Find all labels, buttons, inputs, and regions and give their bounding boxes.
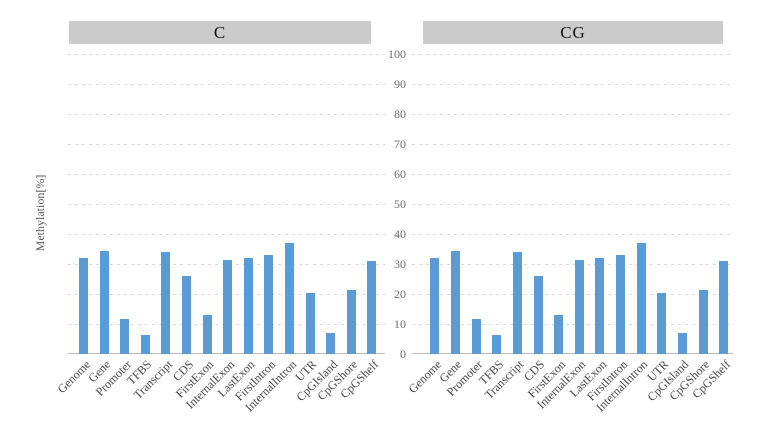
bar-c-tfbs xyxy=(140,335,150,354)
gridline-100 xyxy=(412,54,733,55)
plot-area-cg xyxy=(412,54,733,354)
y-tick-50: 50 xyxy=(394,197,406,211)
gridline-20 xyxy=(412,294,733,295)
bar-c-firstexon xyxy=(202,315,212,354)
panel-header-c: C xyxy=(69,21,371,44)
gridline-80 xyxy=(412,114,733,115)
bar-cg-lastexon xyxy=(595,257,605,354)
bar-cg-gene xyxy=(450,251,460,354)
gridline-50 xyxy=(412,204,733,205)
gridline-70 xyxy=(412,144,733,145)
y-tick-40: 40 xyxy=(394,227,406,241)
bar-c-cds xyxy=(182,276,191,354)
gridline-10 xyxy=(412,324,733,325)
gridline-70 xyxy=(68,144,385,145)
gridline-30 xyxy=(412,264,733,265)
bar-c-cpgisland xyxy=(326,332,336,354)
bar-cg-firstexon xyxy=(554,315,564,354)
bar-cg-genome xyxy=(430,258,440,354)
bar-cg-cpgisland xyxy=(677,332,687,354)
bar-c-genome xyxy=(79,258,88,354)
y-tick-70: 70 xyxy=(394,137,406,151)
gridline-80 xyxy=(68,114,385,115)
bar-c-cpgshore xyxy=(346,289,356,354)
bar-c-internalintron xyxy=(285,242,294,354)
y-tick-30: 30 xyxy=(394,257,406,271)
bar-c-firstintron xyxy=(264,255,274,354)
gridline-90 xyxy=(412,84,733,85)
y-tick-10: 10 xyxy=(394,317,406,331)
bar-cg-firstintron xyxy=(616,255,626,354)
gridline-100 xyxy=(68,54,385,55)
y-tick-0: 0 xyxy=(400,347,406,361)
y-tick-90: 90 xyxy=(394,77,406,91)
bar-cg-tfbs xyxy=(492,335,502,354)
bar-c-cpgshelf xyxy=(367,260,377,354)
gridline-60 xyxy=(68,174,385,175)
bar-cg-internalintron xyxy=(636,242,646,354)
bar-c-transcript xyxy=(161,251,171,354)
panel-header-cg: CG xyxy=(423,21,723,44)
bar-cg-cds xyxy=(533,276,543,354)
bar-c-utr xyxy=(305,293,315,354)
bar-cg-utr xyxy=(657,293,667,354)
gridline-60 xyxy=(412,174,733,175)
y-tick-80: 80 xyxy=(394,107,406,121)
y-tick-100: 100 xyxy=(388,47,406,61)
bar-c-lastexon xyxy=(243,257,253,354)
bar-c-promoter xyxy=(120,318,130,354)
gridline-40 xyxy=(68,234,385,235)
bar-cg-internalexon xyxy=(574,259,584,354)
plot-area-c xyxy=(68,54,385,354)
gridline-40 xyxy=(412,234,733,235)
gridline-90 xyxy=(68,84,385,85)
y-tick-20: 20 xyxy=(394,287,406,301)
x-axis-line xyxy=(412,353,733,354)
bar-cg-cpgshore xyxy=(698,289,708,354)
y-tick-60: 60 xyxy=(394,167,406,181)
bar-cg-cpgshelf xyxy=(719,260,729,354)
bar-c-internalexon xyxy=(223,259,233,354)
bar-cg-transcript xyxy=(512,251,522,354)
bar-c-gene xyxy=(99,251,109,354)
gridline-50 xyxy=(68,204,385,205)
bar-cg-promoter xyxy=(471,318,481,354)
y-axis-title: Methylation[%] xyxy=(33,174,47,252)
